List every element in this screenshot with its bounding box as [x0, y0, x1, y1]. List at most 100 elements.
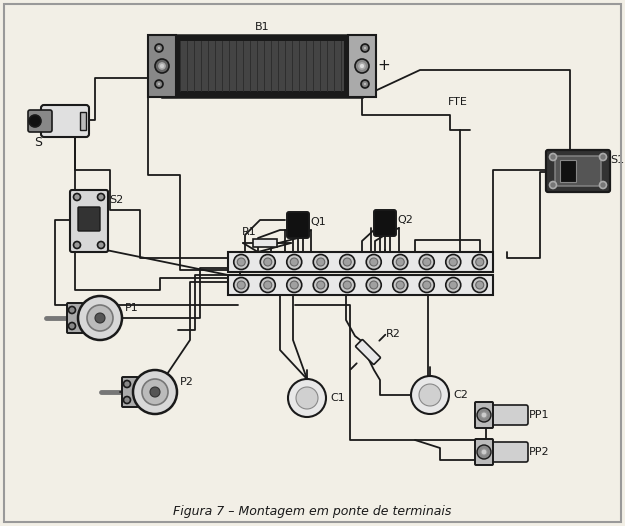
Circle shape	[98, 194, 104, 200]
Text: P1: P1	[125, 303, 139, 313]
Circle shape	[124, 397, 131, 403]
Circle shape	[290, 281, 298, 289]
Circle shape	[260, 255, 275, 269]
Circle shape	[155, 59, 169, 73]
Circle shape	[133, 370, 177, 414]
Circle shape	[238, 281, 245, 289]
FancyBboxPatch shape	[287, 212, 309, 238]
Circle shape	[238, 258, 245, 266]
Circle shape	[449, 281, 458, 289]
FancyBboxPatch shape	[70, 190, 108, 252]
Circle shape	[343, 258, 351, 266]
Circle shape	[296, 387, 318, 409]
Circle shape	[370, 281, 378, 289]
Bar	[180, 41, 344, 91]
Circle shape	[95, 313, 105, 323]
Text: +: +	[378, 58, 391, 74]
Circle shape	[340, 278, 355, 292]
Text: PP2: PP2	[529, 447, 549, 457]
Circle shape	[472, 255, 488, 269]
Circle shape	[599, 154, 606, 160]
Text: Q2: Q2	[397, 215, 413, 225]
Circle shape	[234, 255, 249, 269]
Text: C1: C1	[330, 393, 345, 403]
Bar	[148, 35, 176, 97]
Text: S1: S1	[610, 155, 624, 165]
Circle shape	[69, 307, 76, 313]
Circle shape	[549, 154, 556, 160]
FancyBboxPatch shape	[546, 150, 610, 192]
Text: S2: S2	[109, 195, 123, 205]
Text: R1: R1	[242, 227, 257, 237]
Circle shape	[361, 44, 369, 52]
Text: Q1: Q1	[310, 217, 326, 227]
Circle shape	[396, 258, 404, 266]
Circle shape	[317, 258, 325, 266]
Text: R2: R2	[386, 329, 401, 339]
Circle shape	[419, 278, 434, 292]
Circle shape	[472, 278, 488, 292]
Bar	[348, 35, 376, 97]
Circle shape	[449, 258, 458, 266]
Circle shape	[477, 408, 491, 422]
Text: FTE: FTE	[448, 97, 468, 107]
Circle shape	[313, 278, 328, 292]
FancyBboxPatch shape	[374, 210, 396, 236]
Circle shape	[69, 322, 76, 329]
Circle shape	[87, 305, 113, 331]
Bar	[560, 160, 576, 182]
Circle shape	[159, 63, 165, 69]
Circle shape	[396, 281, 404, 289]
Circle shape	[343, 281, 351, 289]
Circle shape	[287, 278, 302, 292]
Circle shape	[74, 241, 81, 248]
Circle shape	[157, 46, 161, 50]
Text: PP1: PP1	[529, 410, 549, 420]
Circle shape	[264, 258, 272, 266]
Circle shape	[287, 255, 302, 269]
Circle shape	[422, 258, 431, 266]
Circle shape	[549, 181, 556, 188]
Text: S: S	[34, 136, 42, 148]
Circle shape	[74, 194, 81, 200]
Circle shape	[29, 115, 41, 127]
Circle shape	[98, 241, 104, 248]
FancyBboxPatch shape	[28, 110, 52, 132]
Circle shape	[363, 46, 367, 50]
Circle shape	[313, 255, 328, 269]
FancyBboxPatch shape	[41, 105, 89, 137]
Circle shape	[363, 82, 367, 86]
Circle shape	[366, 255, 381, 269]
Text: Figura 7 – Montagem em ponte de terminais: Figura 7 – Montagem em ponte de terminai…	[173, 505, 451, 518]
FancyBboxPatch shape	[78, 207, 100, 231]
Circle shape	[288, 379, 326, 417]
Bar	[228, 252, 493, 272]
Circle shape	[446, 278, 461, 292]
Circle shape	[142, 379, 168, 405]
Circle shape	[355, 59, 369, 73]
Circle shape	[599, 181, 606, 188]
Bar	[162, 35, 362, 97]
Bar	[228, 275, 493, 295]
Circle shape	[392, 255, 408, 269]
FancyBboxPatch shape	[122, 377, 138, 407]
Circle shape	[157, 82, 161, 86]
Circle shape	[481, 412, 487, 418]
FancyBboxPatch shape	[555, 156, 601, 186]
Text: P2: P2	[180, 377, 194, 387]
FancyBboxPatch shape	[356, 340, 381, 365]
Circle shape	[340, 255, 355, 269]
Circle shape	[481, 449, 487, 455]
FancyBboxPatch shape	[67, 303, 83, 333]
Circle shape	[317, 281, 325, 289]
Bar	[253, 239, 277, 247]
Circle shape	[150, 387, 160, 397]
Circle shape	[419, 255, 434, 269]
Text: C2: C2	[453, 390, 468, 400]
Circle shape	[155, 80, 163, 88]
Circle shape	[361, 80, 369, 88]
Circle shape	[260, 278, 275, 292]
Text: B1: B1	[255, 22, 269, 32]
Circle shape	[264, 281, 272, 289]
FancyBboxPatch shape	[475, 402, 493, 428]
